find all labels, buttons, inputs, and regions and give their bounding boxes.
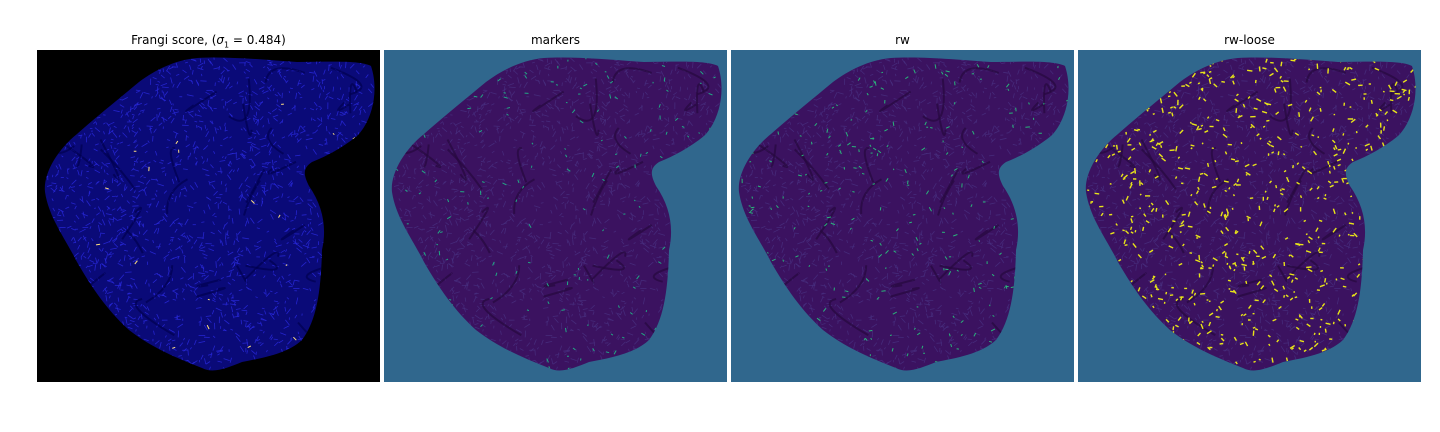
markers-svg <box>384 50 727 382</box>
frangi-score-image <box>37 50 380 382</box>
tissue-region <box>738 57 1069 371</box>
sigma-symbol: σ <box>216 33 225 47</box>
panel-title-rw-loose: rw-loose <box>1224 33 1275 47</box>
tissue-region <box>44 57 375 371</box>
vessel-texture <box>738 57 1069 371</box>
panel-title-rw: rw <box>895 33 910 47</box>
frangi-score-svg <box>37 50 380 382</box>
rw-loose-svg <box>1078 50 1421 382</box>
rw-loose-image <box>1078 50 1421 382</box>
panel-title-markers: markers <box>530 33 581 47</box>
panel-title-frangi-text: Frangi score, ( <box>131 33 217 47</box>
sigma-subscript: 1 <box>224 40 230 50</box>
rw-image <box>731 50 1074 382</box>
tissue-region <box>391 57 722 371</box>
panel-title-frangi: Frangi score, (σ1 = 0.484) <box>37 32 380 53</box>
rw-svg <box>731 50 1074 382</box>
tissue-region <box>1085 57 1416 371</box>
sigma-value: = 0.484) <box>229 33 286 47</box>
markers-image <box>384 50 727 382</box>
